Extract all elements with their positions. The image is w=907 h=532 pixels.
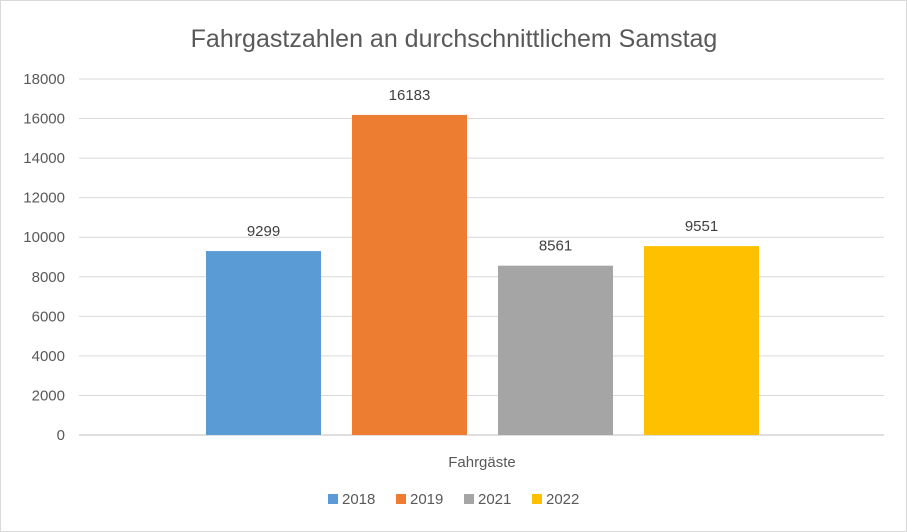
legend-swatch-2019 xyxy=(396,494,406,504)
y-tick-label-14000: 14000 xyxy=(23,150,65,167)
y-axis-tick-labels: 0 2000 4000 6000 8000 10000 12000 14000 16000 180… xyxy=(23,71,65,444)
bar-2021 xyxy=(498,265,613,435)
y-tick-label-2000: 2000 xyxy=(32,387,65,404)
bars xyxy=(206,114,759,436)
chart-title: Fahrgastzahlen an durchschnittlichem Sam… xyxy=(191,25,718,53)
data-label-2021: 8561 xyxy=(539,238,572,255)
legend-label-2018: 2018 xyxy=(342,491,375,508)
y-tick-label-10000: 10000 xyxy=(23,229,65,246)
legend-label-2022: 2022 xyxy=(546,491,579,508)
x-category-label: Fahrgäste xyxy=(448,454,516,471)
y-tick-label-18000: 18000 xyxy=(23,71,65,88)
bar-2022 xyxy=(644,246,759,435)
data-labels: 9299 16183 8561 9551 xyxy=(247,87,718,255)
bar-2019 xyxy=(352,114,467,436)
y-tick-label-4000: 4000 xyxy=(32,348,65,365)
y-tick-label-12000: 12000 xyxy=(23,190,65,207)
legend-swatch-2018 xyxy=(328,494,338,504)
y-tick-label-0: 0 xyxy=(57,427,65,444)
y-tick-label-6000: 6000 xyxy=(32,308,65,325)
legend: 2018 2019 2021 2022 xyxy=(328,491,579,508)
data-label-2018: 9299 xyxy=(247,223,280,240)
bar-2018 xyxy=(206,251,321,435)
gridlines xyxy=(79,78,884,436)
legend-swatch-2021 xyxy=(464,494,474,504)
legend-swatch-2022 xyxy=(532,494,542,504)
y-tick-label-16000: 16000 xyxy=(23,111,65,128)
data-label-2019: 16183 xyxy=(389,87,431,104)
data-label-2022: 9551 xyxy=(685,218,718,235)
y-tick-label-8000: 8000 xyxy=(32,269,65,286)
legend-label-2021: 2021 xyxy=(478,491,511,508)
legend-label-2019: 2019 xyxy=(410,491,443,508)
